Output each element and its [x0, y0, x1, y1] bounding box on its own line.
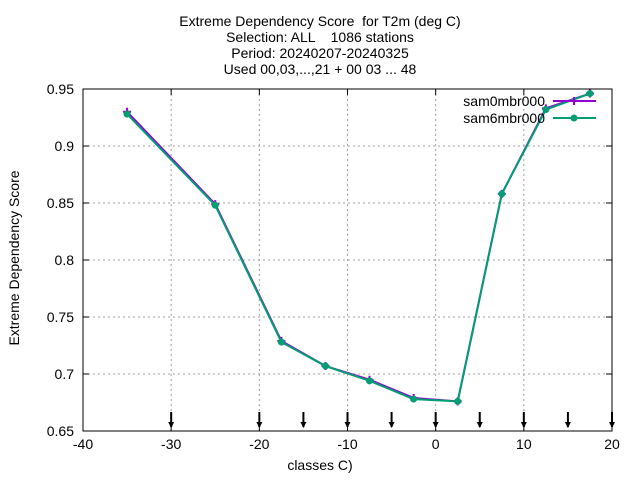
- x-tick-label: -40: [73, 436, 93, 452]
- point-sam6mbr000: [542, 106, 550, 114]
- x-axis-label: classes C): [287, 457, 353, 473]
- point-sam6mbr000: [321, 362, 329, 370]
- legend-marker-sam0mbr000: [570, 97, 578, 105]
- class-marker-arrowhead: [300, 422, 307, 428]
- legend-marker-sam6mbr000: [570, 114, 578, 122]
- x-tick-label: 20: [604, 436, 620, 452]
- point-sam6mbr000: [498, 190, 506, 198]
- series-line-sam0mbr000: [126, 92, 591, 403]
- x-tick-label: -20: [249, 436, 269, 452]
- y-tick-label: 0.8: [55, 252, 75, 268]
- class-marker-arrowhead: [609, 422, 615, 428]
- x-tick-label: -10: [337, 436, 357, 452]
- title-line-1: Extreme Dependency Score for T2m (deg C): [179, 13, 461, 29]
- y-tick-label: 0.7: [55, 366, 75, 382]
- class-marker-arrowhead: [520, 422, 527, 428]
- title-line-3: Period: 20240207-20240325: [231, 45, 409, 61]
- class-marker-arrowhead: [564, 422, 571, 428]
- point-sam6mbr000: [454, 397, 462, 405]
- class-marker-arrowhead: [256, 422, 263, 428]
- class-marker-arrowhead: [476, 422, 483, 428]
- point-sam6mbr000: [123, 110, 131, 118]
- x-tick-label: -30: [161, 436, 181, 452]
- title-line-2: Selection: ALL 1086 stations: [226, 29, 414, 45]
- point-sam6mbr000: [211, 201, 219, 209]
- point-sam6mbr000: [277, 338, 285, 346]
- series-line-sam6mbr000: [126, 92, 591, 403]
- y-tick-label: 0.9: [55, 138, 75, 154]
- x-tick-label: 10: [516, 436, 532, 452]
- y-tick-label: 0.85: [47, 195, 74, 211]
- class-marker-arrowhead: [388, 422, 395, 428]
- legend-label-sam6mbr000: sam6mbr000: [463, 110, 545, 126]
- legend-label-sam0mbr000: sam0mbr000: [463, 93, 545, 109]
- y-tick-label: 0.75: [47, 309, 74, 325]
- class-marker-arrowhead: [344, 422, 351, 428]
- point-sam6mbr000: [366, 377, 374, 385]
- class-marker-arrowhead: [168, 422, 175, 428]
- point-sam6mbr000: [586, 90, 594, 98]
- y-tick-label: 0.65: [47, 423, 74, 439]
- class-marker-arrowhead: [432, 422, 439, 428]
- title-line-4: Used 00,03,...,21 + 00 03 ... 48: [223, 61, 417, 77]
- point-sam6mbr000: [410, 395, 418, 403]
- x-tick-label: 0: [432, 436, 440, 452]
- y-tick-label: 0.95: [47, 81, 74, 97]
